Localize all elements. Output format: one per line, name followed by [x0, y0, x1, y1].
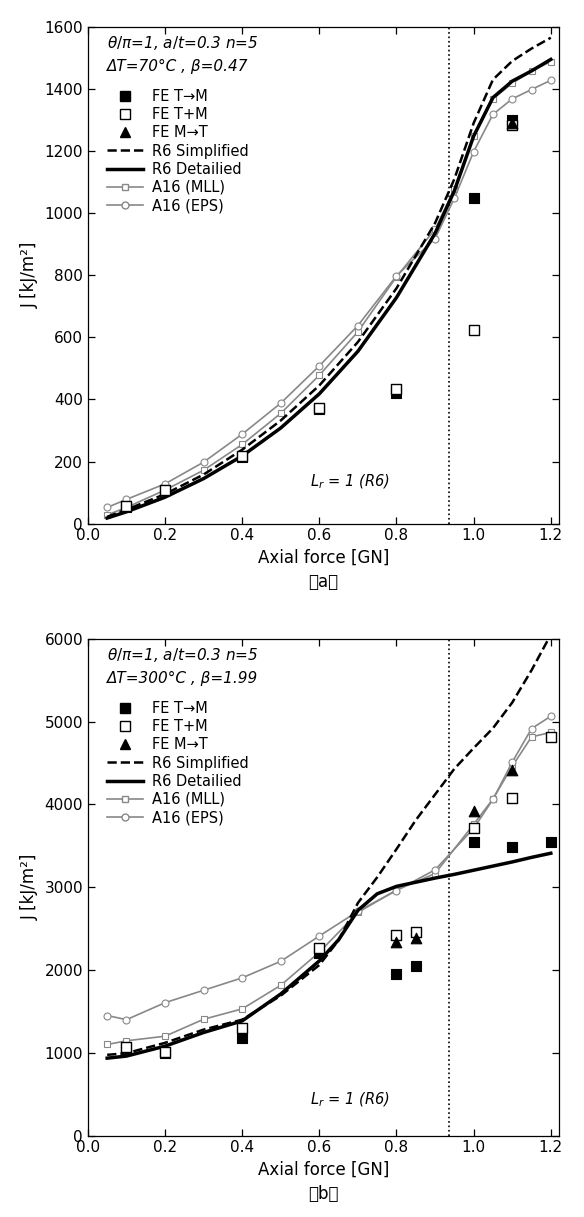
Y-axis label: J [kJ/m²]: J [kJ/m²]	[21, 242, 39, 308]
Point	[315, 938, 324, 958]
Point	[507, 111, 517, 130]
Text: $L_r$ = 1 (R6): $L_r$ = 1 (R6)	[310, 472, 390, 490]
Point	[411, 927, 420, 947]
Point	[315, 943, 324, 963]
Text: ΔT=300°C , β=1.99: ΔT=300°C , β=1.99	[107, 671, 258, 686]
Text: ΔT=70°C , β=0.47: ΔT=70°C , β=0.47	[107, 60, 248, 74]
Point	[469, 321, 478, 341]
Point	[392, 380, 401, 399]
Point	[238, 1019, 247, 1038]
Text: （b）: （b）	[308, 1185, 339, 1204]
Point	[238, 447, 247, 466]
Point	[161, 1042, 170, 1061]
Point	[315, 398, 324, 417]
Point	[507, 837, 517, 857]
Point	[507, 789, 517, 808]
Point	[546, 832, 555, 852]
Text: $L_r$ = 1 (R6): $L_r$ = 1 (R6)	[310, 1090, 390, 1109]
Point	[392, 383, 401, 403]
Point	[122, 497, 131, 516]
Point	[392, 925, 401, 944]
Point	[238, 447, 247, 466]
Point	[411, 957, 420, 976]
Y-axis label: J [kJ/m²]: J [kJ/m²]	[21, 854, 39, 920]
Point	[546, 727, 555, 746]
Point	[392, 932, 401, 952]
Point	[122, 1037, 131, 1056]
Point	[122, 1039, 131, 1059]
Text: $\theta/\pi$=1, $a/t$=0.3 $n$=5: $\theta/\pi$=1, $a/t$=0.3 $n$=5	[107, 646, 258, 664]
Point	[507, 759, 517, 779]
Text: （a）: （a）	[308, 573, 338, 591]
Point	[161, 1043, 170, 1062]
Point	[469, 187, 478, 207]
Point	[469, 818, 478, 837]
Point	[411, 922, 420, 942]
Legend: FE T→M, FE T+M, FE M→T, R6 Simplified, R6 Detailied, A16 (MLL), A16 (EPS): FE T→M, FE T+M, FE M→T, R6 Simplified, R…	[107, 89, 249, 213]
Point	[392, 964, 401, 983]
Point	[161, 481, 170, 500]
Point	[469, 832, 478, 852]
X-axis label: Axial force [GN]: Axial force [GN]	[258, 1161, 389, 1179]
Point	[315, 399, 324, 419]
Point	[238, 1028, 247, 1048]
Point	[122, 497, 131, 516]
Point	[161, 481, 170, 500]
X-axis label: Axial force [GN]: Axial force [GN]	[258, 549, 389, 567]
Point	[507, 113, 517, 133]
Point	[507, 114, 517, 134]
Point	[469, 801, 478, 820]
Legend: FE T→M, FE T+M, FE M→T, R6 Simplified, R6 Detailied, A16 (MLL), A16 (EPS): FE T→M, FE T+M, FE M→T, R6 Simplified, R…	[107, 701, 249, 825]
Text: $\theta/\pi$=1, $a/t$=0.3 $n$=5: $\theta/\pi$=1, $a/t$=0.3 $n$=5	[107, 34, 258, 52]
